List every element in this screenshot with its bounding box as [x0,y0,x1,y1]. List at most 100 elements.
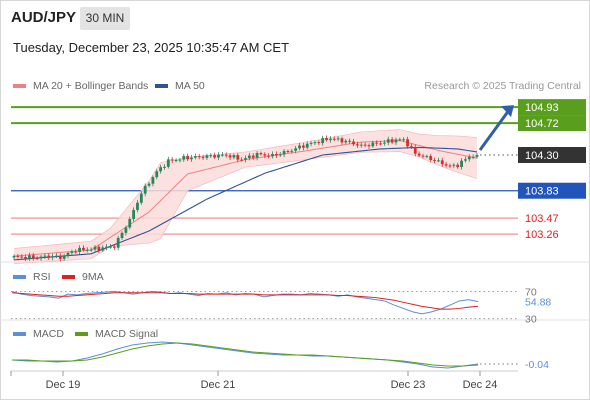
candle-body [355,144,359,146]
legend-rsi-label: RSI [33,271,51,283]
candle-body [35,258,39,260]
candle-body [139,193,143,203]
candle-body [70,251,74,253]
candle-body [170,159,174,161]
candle-body [190,157,193,160]
candle-body [452,164,456,166]
candle-body [402,139,406,141]
candle-body [159,167,163,172]
candle-body [112,246,116,248]
candle-body [286,151,290,153]
candle-body [236,155,240,160]
candle-body [43,255,47,257]
candle-body [417,153,421,156]
price-label-104.93: 104.93 [525,102,559,114]
candle-body [375,142,379,144]
candle-body [406,139,409,147]
rsi-current-value: 54.88 [525,297,551,309]
bollinger-band [14,129,477,264]
candle-body [344,140,348,143]
candle-body [352,141,355,145]
legend-macd: MACD [13,328,64,340]
x-tick-label: Dec 19 [46,379,81,391]
candle-body [186,156,190,160]
candle-body [475,155,479,157]
macd-current-value: -0.04 [525,359,549,371]
candle-body [437,160,440,162]
candle-body [263,154,267,156]
candle-body [55,255,58,257]
candle-body [321,138,325,144]
price-label-104.72: 104.72 [525,118,559,130]
rsi-tick-30: 30 [525,314,537,326]
legend-macd-signal: MACD Signal [75,328,158,340]
candle-body [201,156,205,158]
9ma-swatch [62,275,75,280]
candle-body [58,255,62,259]
candle-body [62,255,66,259]
x-tick-label: Dec 21 [201,379,236,391]
candle-body [247,155,251,159]
candle-body [363,144,367,146]
candle-body [271,154,274,157]
candle-body [267,155,271,157]
candle-body [51,256,54,258]
candle-body [228,155,232,158]
x-tick-label: Dec 24 [463,379,498,391]
candle-body [20,256,24,258]
candle-body [132,209,136,219]
candle-body [205,155,209,158]
ma20-swatch [13,84,26,89]
timeframe-badge[interactable]: 30 MIN [80,7,130,30]
candle-body [166,159,170,167]
candle-body [317,142,321,144]
candle-body [244,158,247,160]
bollinger-upper-line [13,129,478,249]
legend-9ma: 9MA [62,271,104,283]
candle-body [464,159,467,161]
candle-body [282,151,286,155]
candle-body [467,156,471,160]
candle-body [336,138,340,140]
target-arrow-head [501,105,514,118]
candle-body [116,237,120,248]
candle-body [97,246,101,251]
candle-body [444,164,448,166]
candle-body [28,255,31,259]
candle-body [429,156,433,161]
price-label-103.83: 103.83 [525,186,559,198]
price-label-104.30: 104.30 [525,150,559,162]
candle-body [301,145,305,148]
ma50-line [13,146,478,261]
candle-body [85,249,89,251]
datetime-label: Tuesday, December 23, 2025 10:35:47 AM C… [13,40,290,55]
candle-body [413,147,417,154]
candle-body [255,153,259,158]
legend-macd-label: MACD [33,328,64,340]
candle-body [213,155,217,158]
candle-body [193,156,197,158]
candle-body [89,249,93,251]
candle-body [448,165,452,167]
macd-signal-line [12,342,479,367]
price-label-103.47: 103.47 [525,213,559,225]
candle-body [298,145,301,149]
price-label-103.26: 103.26 [525,229,559,241]
candle-body [394,139,398,143]
candle-body [410,146,413,148]
price-label-104.72-box [518,115,586,132]
candle-body [456,164,460,167]
candle-body [12,255,16,258]
candle-body [278,154,282,156]
candle-body [143,185,147,194]
candle-body [433,160,436,162]
candle-body [105,246,108,248]
candle-body [359,144,363,146]
candle-body [147,183,151,186]
candle-body [290,150,294,152]
ma50-swatch [155,84,168,89]
rsi-swatch [13,275,26,280]
candles [12,135,479,262]
candle-body [24,257,27,259]
